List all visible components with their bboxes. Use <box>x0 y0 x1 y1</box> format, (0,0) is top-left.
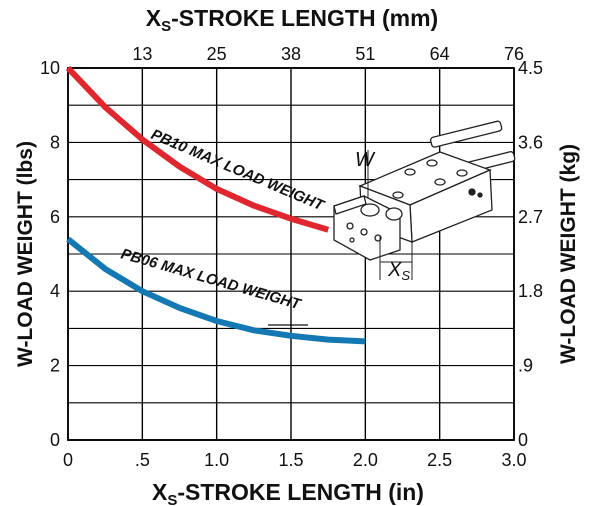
x-tick-bottom: 1.0 <box>204 450 229 470</box>
x-tick-top: 51 <box>355 44 375 64</box>
x-tick-bottom: 1.5 <box>278 450 303 470</box>
x-tick-top: 38 <box>281 44 301 64</box>
y-tick-left: 2 <box>50 356 60 376</box>
y-tick-left: 6 <box>50 207 60 227</box>
y-tick-left: 4 <box>50 281 60 301</box>
plot-frame <box>67 67 515 441</box>
x-tick-bottom: 3.0 <box>501 450 526 470</box>
x-tick-top: 76 <box>504 44 524 64</box>
bottom-axis-title: XS-STROKE LENGTH (in) <box>152 479 424 506</box>
stroke-symbol: XS <box>387 259 410 283</box>
slide-cylinder-illustration <box>333 120 516 280</box>
y-tick-left: 8 <box>50 132 60 152</box>
y-tick-right: 1.8 <box>518 281 543 301</box>
load-symbol: W <box>355 149 376 171</box>
series-line-0 <box>65 65 330 233</box>
y-tick-right: .9 <box>518 356 533 376</box>
left-axis-title: W-LOAD WEIGHT (lbs) <box>14 141 37 367</box>
series-layer <box>65 65 366 345</box>
tick-labels: 0 .5 1.0 1.5 2.0 2.5 3.0 13 25 38 51 64 76 0 2 4 6 8 10 0 .9… <box>40 44 543 470</box>
y-tick-right: 0 <box>518 430 528 450</box>
y-tick-left: 0 <box>50 430 60 450</box>
y-tick-right: 4.5 <box>518 58 543 78</box>
top-axis-title: XS-STROKE LENGTH (mm) <box>146 5 438 35</box>
y-tick-right: 2.7 <box>518 207 543 227</box>
y-tick-left: 10 <box>40 58 60 78</box>
x-tick-bottom: 0 <box>63 450 73 470</box>
pb06-label: PB06 MAX LOAD WEIGHT <box>119 246 304 314</box>
right-axis-title: W-LOAD WEIGHT (kg) <box>557 144 580 364</box>
series-line-1 <box>66 236 366 345</box>
x-tick-top: 25 <box>207 44 227 64</box>
x-tick-top: 13 <box>132 44 152 64</box>
y-tick-right: 3.6 <box>518 132 543 152</box>
x-tick-bottom: 2.5 <box>427 450 452 470</box>
x-tick-bottom: 2.0 <box>353 450 378 470</box>
x-tick-bottom: .5 <box>135 450 150 470</box>
x-tick-top: 64 <box>430 44 450 64</box>
